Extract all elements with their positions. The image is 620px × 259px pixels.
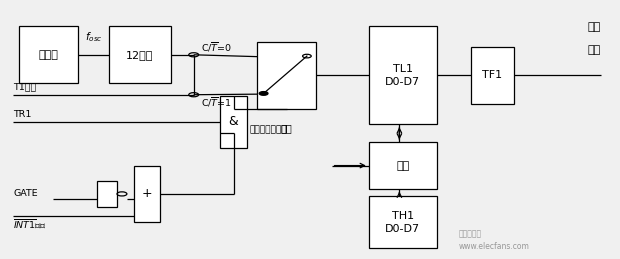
Circle shape [259, 92, 268, 95]
Text: C/$\overline{T}$=1: C/$\overline{T}$=1 [201, 96, 232, 109]
Text: TL1
D0-D7: TL1 D0-D7 [385, 64, 420, 87]
Text: 请求: 请求 [588, 45, 601, 55]
Text: &: & [229, 115, 239, 128]
Bar [369, 197, 437, 248]
Text: +: + [142, 188, 153, 200]
Text: TH1
D0-D7: TH1 D0-D7 [385, 211, 420, 234]
Text: T1引脚: T1引脚 [13, 83, 37, 92]
Text: （高电平有效）: （高电平有效） [250, 125, 288, 134]
Text: 12分频: 12分频 [126, 50, 154, 60]
Text: 电子发烧友
www.elecfans.com: 电子发烧友 www.elecfans.com [458, 230, 529, 250]
Bar [471, 47, 514, 104]
Text: 重装: 重装 [396, 161, 409, 171]
Text: TF1: TF1 [482, 70, 503, 80]
Bar [369, 26, 437, 124]
Bar [369, 142, 437, 189]
Bar [97, 181, 117, 207]
Text: GATE: GATE [13, 189, 38, 198]
Text: 振荡器: 振荡器 [38, 50, 58, 60]
Text: 控制: 控制 [281, 123, 293, 133]
Bar [257, 42, 316, 109]
Text: $\overline{INT1}$引脚: $\overline{INT1}$引脚 [13, 217, 46, 230]
Text: C/$\overline{T}$=0: C/$\overline{T}$=0 [201, 40, 232, 54]
Text: 中断: 中断 [588, 21, 601, 32]
Text: TR1: TR1 [13, 110, 32, 119]
Bar [19, 26, 78, 83]
Bar [220, 96, 247, 148]
Bar [134, 166, 161, 222]
Bar [109, 26, 171, 83]
Text: $f_{osc}$: $f_{osc}$ [84, 31, 102, 45]
